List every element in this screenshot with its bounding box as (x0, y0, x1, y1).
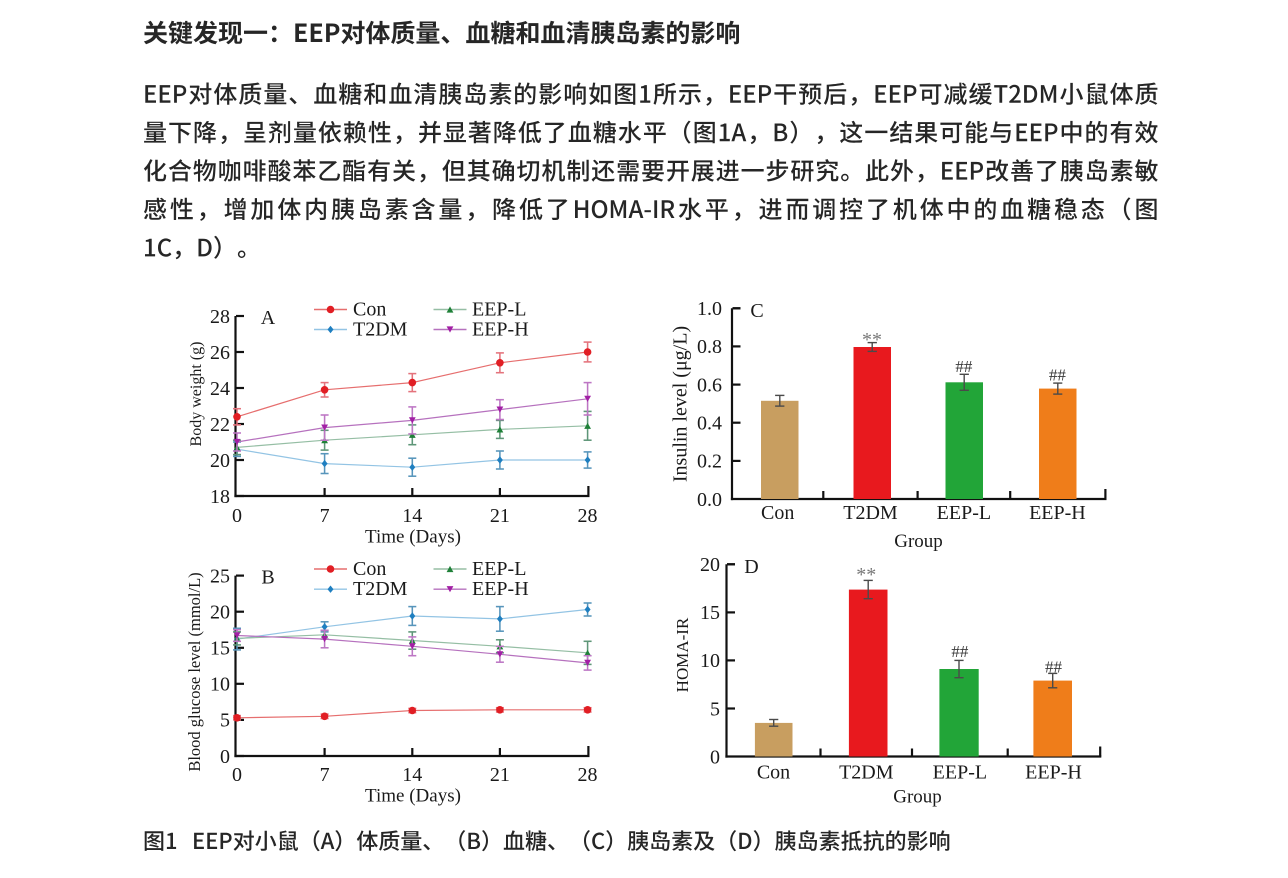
svg-text:28: 28 (578, 505, 598, 527)
svg-text:C: C (750, 300, 763, 322)
svg-text:T2DM: T2DM (353, 578, 408, 600)
svg-text:**: ** (856, 564, 876, 586)
svg-text:EEP-L: EEP-L (472, 299, 526, 321)
svg-text:T2DM: T2DM (839, 762, 894, 784)
svg-text:**: ** (862, 329, 882, 351)
svg-text:EEP-L: EEP-L (472, 558, 526, 580)
svg-text:Blood glucose level (mmol/L): Blood glucose level (mmol/L) (185, 572, 204, 771)
svg-text:5: 5 (710, 698, 720, 720)
svg-text:Con: Con (353, 558, 386, 580)
svg-text:EEP-H: EEP-H (472, 578, 529, 600)
svg-text:15: 15 (700, 602, 720, 624)
svg-text:21: 21 (490, 764, 510, 786)
svg-text:EEP-L: EEP-L (937, 502, 991, 524)
svg-text:25: 25 (210, 565, 230, 587)
svg-text:0: 0 (220, 746, 230, 768)
svg-text:10: 10 (210, 674, 230, 696)
svg-text:22: 22 (210, 414, 230, 436)
svg-text:Insulin level (μg/L): Insulin level (μg/L) (669, 326, 691, 482)
svg-text:Con: Con (757, 762, 790, 784)
svg-text:##: ## (1049, 366, 1067, 385)
svg-text:0.8: 0.8 (697, 336, 722, 358)
svg-text:EEP-H: EEP-H (1025, 762, 1082, 784)
svg-text:5: 5 (220, 710, 230, 732)
svg-text:7: 7 (320, 505, 330, 527)
svg-text:Con: Con (761, 502, 794, 524)
svg-text:24: 24 (210, 378, 230, 400)
svg-text:20: 20 (210, 601, 230, 623)
svg-text:Time (Days): Time (Days) (365, 527, 461, 548)
svg-text:20: 20 (210, 450, 230, 472)
svg-text:##: ## (1045, 658, 1063, 677)
svg-text:##: ## (951, 642, 969, 661)
svg-text:14: 14 (402, 505, 422, 527)
svg-text:28: 28 (578, 764, 598, 786)
svg-text:Con: Con (353, 299, 386, 321)
svg-text:B: B (261, 567, 274, 589)
svg-text:Body weight (g): Body weight (g) (188, 342, 205, 447)
svg-text:18: 18 (210, 486, 230, 508)
svg-text:D: D (744, 556, 758, 578)
svg-text:7: 7 (320, 764, 330, 786)
svg-text:A: A (261, 307, 276, 329)
svg-text:0.2: 0.2 (697, 451, 722, 473)
svg-text:HOMA-IR: HOMA-IR (673, 617, 692, 692)
svg-text:##: ## (955, 357, 973, 376)
svg-text:10: 10 (700, 650, 720, 672)
svg-text:14: 14 (402, 764, 422, 786)
svg-text:0.4: 0.4 (697, 413, 722, 435)
svg-text:T2DM: T2DM (353, 319, 408, 341)
svg-text:Group: Group (894, 531, 943, 552)
svg-text:EEP-H: EEP-H (472, 319, 529, 341)
svg-text:26: 26 (210, 342, 230, 364)
svg-text:21: 21 (490, 505, 510, 527)
svg-text:T2DM: T2DM (843, 502, 898, 524)
svg-text:0: 0 (710, 746, 720, 768)
svg-text:Time (Days): Time (Days) (365, 786, 461, 807)
svg-text:28: 28 (210, 306, 230, 328)
svg-text:1.0: 1.0 (697, 298, 722, 320)
svg-text:15: 15 (210, 638, 230, 660)
svg-text:0: 0 (232, 505, 242, 527)
svg-text:EEP-H: EEP-H (1029, 502, 1086, 524)
svg-text:Group: Group (893, 787, 942, 808)
svg-text:20: 20 (700, 554, 720, 576)
svg-text:0.6: 0.6 (697, 374, 722, 396)
svg-text:0.0: 0.0 (697, 489, 722, 511)
svg-text:EEP-L: EEP-L (933, 762, 987, 784)
svg-text:0: 0 (232, 764, 242, 786)
